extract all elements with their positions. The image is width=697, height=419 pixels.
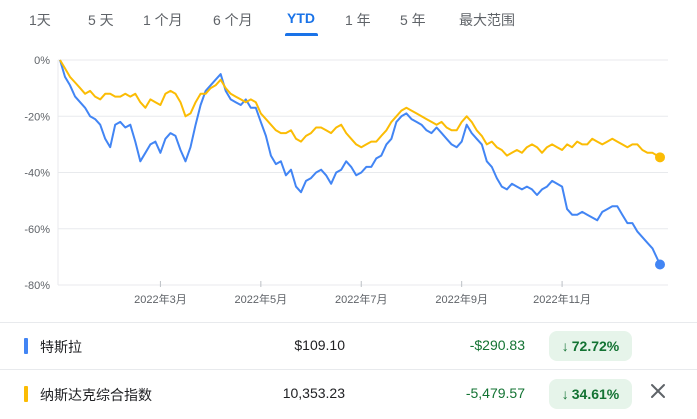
percent-change-badge: ↓ 34.61%: [549, 379, 632, 409]
tab-1-month[interactable]: 1 个月: [143, 12, 183, 28]
series-color-swatch: [24, 386, 28, 402]
x-tick-label: 2022年11月: [533, 292, 591, 306]
y-axis-ticks: 0% -20% -40% -60% -80%: [24, 55, 50, 292]
chart-series: [59, 59, 665, 270]
legend-row-nasdaq[interactable]: 纳斯达克综合指数 10,353.23 -5,479.57 ↓ 34.61%: [0, 377, 697, 411]
series-line-1: [59, 59, 661, 159]
divider: [0, 369, 697, 370]
tab-max-range[interactable]: 最大范围: [459, 12, 515, 28]
percent-change-value: 72.72%: [571, 338, 620, 354]
arrow-down-icon: ↓: [561, 338, 569, 354]
chart-grid: [57, 59, 668, 286]
tab-5-days[interactable]: 5 天: [88, 12, 114, 28]
tab-1-year[interactable]: 1 年: [345, 12, 371, 28]
series-color-swatch: [24, 338, 28, 354]
tab-6-months[interactable]: 6 个月: [213, 12, 253, 28]
x-axis-ticks: 2022年3月 2022年5月 2022年7月 2022年9月 2022年11月: [134, 281, 591, 306]
x-tick-label: 2022年5月: [235, 292, 288, 306]
tab-5-years[interactable]: 5 年: [400, 12, 426, 28]
arrow-down-icon: ↓: [561, 386, 569, 402]
legend-row-tesla[interactable]: 特斯拉 $109.10 -$290.83 ↓ 72.72%: [0, 329, 697, 363]
series-change: -5,479.57: [465, 385, 525, 401]
percent-change-value: 34.61%: [571, 386, 620, 402]
series-line-0: [59, 59, 661, 265]
stock-comparison-chart[interactable]: 0% -20% -40% -60% -80% 2022年3月 2022年5月 2022年7月…: [0, 40, 697, 320]
tab-ytd[interactable]: YTD: [287, 10, 315, 26]
series-change: -$290.83: [469, 337, 525, 353]
tab-1-day[interactable]: 1天: [29, 12, 51, 28]
x-tick-label: 2022年3月: [134, 292, 187, 306]
percent-change-badge: ↓ 72.72%: [549, 331, 632, 361]
y-tick-label: -20%: [24, 111, 50, 123]
y-tick-label: 0%: [34, 55, 50, 67]
series-name: 特斯拉: [40, 339, 82, 355]
series-name: 纳斯达克综合指数: [40, 387, 152, 403]
series-end-point-1: [655, 152, 665, 163]
x-tick-label: 2022年7月: [335, 292, 388, 306]
y-tick-label: -40%: [24, 168, 50, 180]
x-tick-label: 2022年9月: [435, 292, 488, 306]
series-price: 10,353.23: [282, 385, 345, 401]
series-price: $109.10: [294, 337, 345, 353]
close-icon[interactable]: [648, 381, 668, 401]
active-tab-indicator: [285, 33, 318, 36]
y-tick-label: -60%: [24, 224, 50, 236]
y-tick-label: -80%: [24, 280, 50, 292]
series-end-point-0: [655, 259, 665, 270]
divider: [0, 322, 697, 323]
time-range-tabs: 1天 5 天 1 个月 6 个月 YTD 1 年 5 年 最大范围: [0, 0, 697, 38]
